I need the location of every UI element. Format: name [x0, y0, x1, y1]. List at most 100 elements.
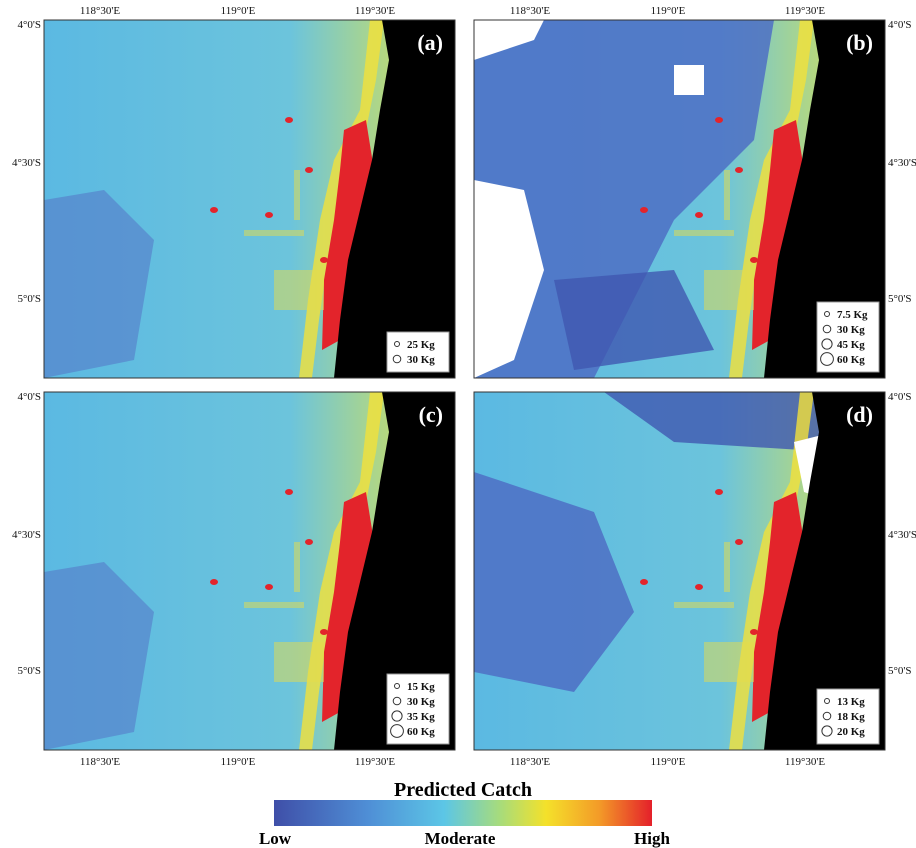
hotspot [320, 629, 328, 635]
legend-box [386, 673, 450, 745]
panel-label: (a) [417, 30, 443, 55]
lat-label: 4°0'S [18, 391, 42, 403]
panel-label: (c) [419, 402, 443, 427]
hotspot [735, 167, 743, 173]
lat-label: 4°30'S [888, 529, 916, 541]
coastal-high [752, 492, 804, 722]
lon-label: 118°30'E [80, 5, 120, 17]
hotspot [750, 257, 758, 263]
patch [674, 230, 734, 236]
land [334, 392, 455, 750]
lat-label: 4°30'S [888, 157, 916, 169]
patch [674, 602, 734, 608]
lat-label: 5°0'S [888, 665, 912, 677]
legend-label: 20 Kg [837, 726, 865, 738]
legend-box [816, 301, 880, 373]
hotspot [735, 539, 743, 545]
legend-label: 25 Kg [407, 339, 435, 351]
legend-label: 30 Kg [837, 324, 865, 336]
patch [274, 270, 324, 310]
legend-symbol [390, 724, 404, 738]
legend-label: 30 Kg [407, 354, 435, 366]
legend-symbol [820, 352, 834, 366]
hotspot [305, 167, 313, 173]
legend-symbol [822, 324, 832, 334]
legend-label: 60 Kg [837, 354, 865, 366]
frame [473, 19, 886, 379]
patch [724, 170, 730, 220]
hotspot [305, 539, 313, 545]
legend-label: 60 Kg [407, 726, 435, 738]
land [334, 20, 455, 378]
colorbar-label: Low [259, 829, 292, 848]
colorbar-label: Moderate [425, 829, 496, 848]
low-region [554, 270, 714, 370]
hotspot [715, 117, 723, 123]
legend-label: 18 Kg [837, 711, 865, 723]
lat-label: 5°0'S [888, 293, 912, 305]
hotspot [695, 212, 703, 218]
colorbar [274, 800, 652, 826]
hotspot [265, 212, 273, 218]
patch [244, 230, 304, 236]
legend-symbol [822, 711, 832, 721]
lon-label: 119°30'E [355, 5, 395, 17]
low-region [44, 190, 154, 378]
lon-label: 118°30'E [510, 756, 550, 768]
colorbar-label: High [634, 829, 670, 848]
hotspot [285, 489, 293, 495]
map-panel: (b) 7.5 Kg 30 Kg 45 Kg 60 Kg 118°30'E 119°0'E 1… [473, 5, 916, 379]
legend-symbol [394, 341, 400, 347]
hotspot [640, 207, 648, 213]
lon-label: 119°30'E [785, 5, 825, 17]
lon-label: 119°30'E [355, 756, 395, 768]
lon-label: 119°30'E [785, 756, 825, 768]
patch [294, 542, 300, 592]
hotspot [265, 584, 273, 590]
no-data [474, 180, 544, 378]
lon-label: 118°30'E [510, 5, 550, 17]
no-data [674, 65, 704, 95]
frame [473, 391, 886, 751]
legend-symbol [392, 354, 402, 364]
hotspot [320, 257, 328, 263]
hotspot [640, 579, 648, 585]
colorbar-title: Predicted Catch [394, 779, 532, 801]
low-region [44, 562, 154, 750]
lon-label: 119°0'E [651, 5, 686, 17]
patch [244, 602, 304, 608]
legend-label: 13 Kg [837, 696, 865, 708]
panel-label: (d) [846, 402, 873, 427]
legend-label: 7.5 Kg [837, 309, 868, 321]
map-panel: (c) 15 Kg 30 Kg 35 Kg 60 Kg 118°30'E 119°0'E 11… [12, 391, 456, 768]
legend-symbol [821, 725, 833, 737]
hotspot [695, 584, 703, 590]
land [764, 20, 885, 378]
lat-label: 4°0'S [888, 19, 912, 31]
map [44, 20, 455, 378]
patch [274, 642, 324, 682]
legend-label: 35 Kg [407, 711, 435, 723]
frame [43, 391, 456, 751]
lat-label: 5°0'S [18, 665, 42, 677]
lat-label: 4°0'S [888, 391, 912, 403]
lat-label: 4°30'S [12, 529, 41, 541]
lon-label: 118°30'E [80, 756, 120, 768]
legend-label: 45 Kg [837, 339, 865, 351]
map [474, 20, 885, 378]
land [764, 392, 885, 750]
lon-label: 119°0'E [221, 756, 256, 768]
lat-label: 5°0'S [18, 293, 42, 305]
patch [704, 642, 754, 682]
hotspot [750, 629, 758, 635]
legend-symbol [821, 338, 833, 350]
no-data [474, 20, 544, 60]
low-region [474, 472, 634, 692]
hotspot [210, 207, 218, 213]
legend-symbol [392, 696, 402, 706]
lat-label: 4°0'S [18, 19, 42, 31]
coastal-high [322, 492, 374, 722]
panel-label: (b) [846, 30, 873, 55]
low-region [474, 20, 774, 378]
